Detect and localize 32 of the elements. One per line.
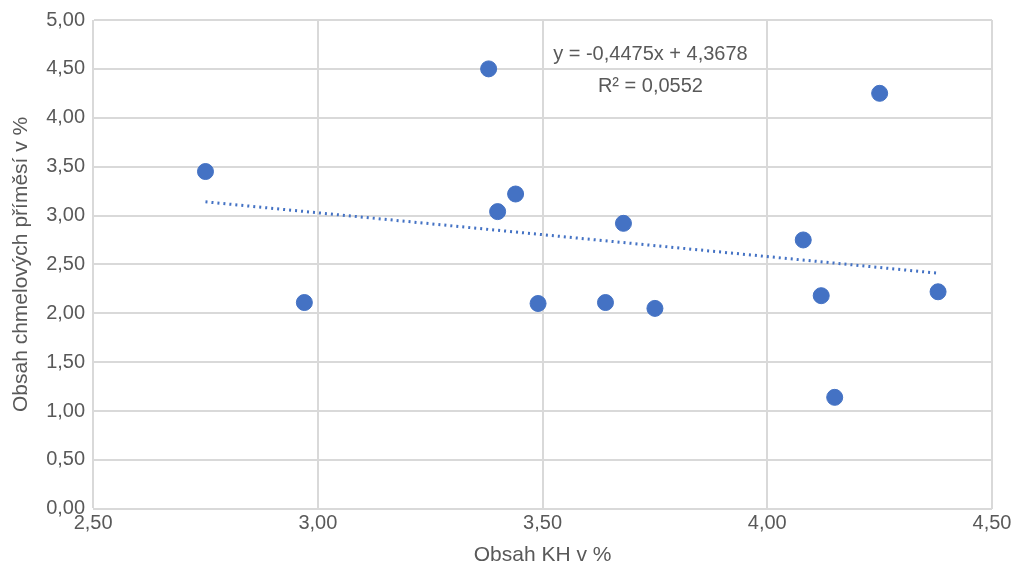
point [871, 84, 889, 102]
x-tick-label: 4,00 [747, 511, 787, 534]
point [646, 299, 664, 317]
point [826, 388, 844, 406]
y-tick-label: 4,00 [46, 105, 86, 128]
annotation: R² = 0,0552 [597, 73, 703, 96]
y-tick-label: 3,50 [46, 154, 86, 177]
y-tick-label: 0,50 [46, 447, 86, 470]
point [929, 283, 947, 301]
y-axis-title: Obsah chmelových příměsí v % [8, 116, 32, 413]
point [295, 294, 313, 312]
point [489, 203, 507, 221]
point [529, 295, 547, 312]
point [507, 185, 525, 203]
point [196, 163, 214, 181]
y-tick-label: 1,00 [46, 398, 86, 421]
x-axis-title: Obsah KH v % [473, 542, 612, 566]
y-tick-label: 4,50 [46, 56, 86, 79]
y-tick-label: 2,00 [46, 300, 86, 323]
y-tick-label: 5,00 [46, 7, 86, 30]
x-tick-label: 3,00 [298, 511, 338, 534]
point [614, 214, 632, 232]
point [480, 60, 498, 78]
x-tick-label: 4,50 [972, 511, 1012, 534]
point [596, 294, 614, 312]
point [812, 287, 830, 305]
x-tick-label: 3,50 [523, 511, 563, 534]
y-tick-label: 1,50 [46, 349, 86, 372]
y-tick-label: 2,50 [46, 251, 86, 274]
point [794, 231, 812, 249]
annotation: y = -0,4475x + 4,3678 [553, 41, 748, 64]
y-tick-label: 3,00 [46, 203, 86, 226]
